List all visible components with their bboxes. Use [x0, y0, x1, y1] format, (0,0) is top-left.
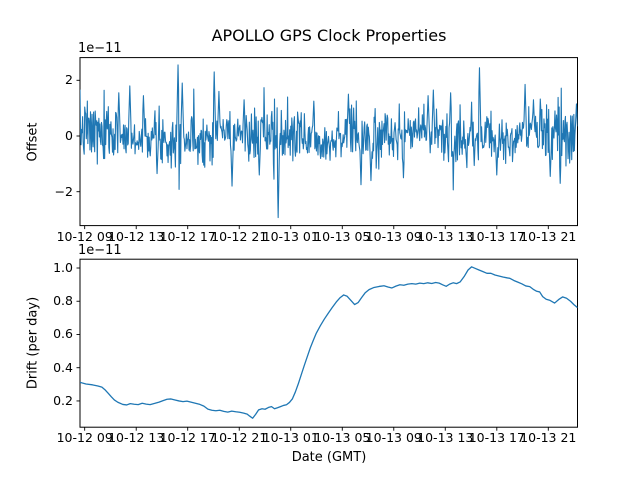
top-y-axis-label: Offset	[25, 122, 41, 162]
bottom-axis-scale-text: 1e−11	[78, 243, 122, 258]
top-xtick-label: 10-13 21	[520, 228, 577, 244]
top-ytick-label: 0	[65, 128, 73, 143]
top-xtick-label: 10-13 01	[262, 228, 319, 244]
bottom-ytick-label: 1.0	[53, 260, 73, 275]
bottom-xtick-label: 10-13 21	[520, 430, 577, 446]
bottom-y-axis-label: Drift (per day)	[25, 296, 41, 390]
top-xtick-label: 10-13 17	[468, 228, 525, 244]
bottom-ytick-label: 0.8	[53, 293, 73, 309]
bottom-xtick-label: 10-13 13	[417, 430, 474, 446]
top-xtick-label: 10-13 09	[365, 228, 422, 244]
bottom-ytick-label: 0.6	[53, 326, 73, 342]
bot-tick-marks	[76, 267, 549, 431]
bottom-xtick-label: 10-13 01	[262, 430, 319, 446]
bottom-xtick-label: 10-12 09	[56, 430, 113, 446]
bottom-xtick-label: 10-13 09	[365, 430, 422, 446]
top-axis-scale-text: 1e−11	[78, 41, 122, 56]
top-ytick-label: −2	[54, 183, 73, 199]
plot-title: APOLLO GPS Clock Properties	[211, 26, 447, 45]
bottom-xtick-label: 10-12 17	[159, 430, 216, 446]
top-xtick-label: 10-12 13	[108, 228, 165, 244]
bottom-xtick-label: 10-12 13	[108, 430, 165, 446]
top-xtick-label: 10-12 17	[159, 228, 216, 244]
drift-series-line	[80, 266, 578, 419]
top-xtick-label: 10-12 21	[211, 228, 268, 244]
bottom-ytick-label: 0.4	[53, 359, 73, 375]
top-tick-marks	[76, 79, 549, 230]
bottom-xtick-label: 10-12 21	[211, 430, 268, 446]
top-ytick-label: 2	[65, 72, 73, 88]
bottom-ytick-label: 0.2	[53, 392, 73, 408]
bottom-xtick-label: 10-13 17	[468, 430, 525, 446]
top-xtick-label: 10-12 09	[56, 228, 113, 244]
top-axes-frame	[79, 57, 578, 227]
bottom-xtick-label: 10-13 05	[314, 430, 371, 446]
x-axis-label: Date (GMT)	[291, 450, 367, 465]
bot-axes-frame	[79, 258, 578, 428]
top-xtick-label: 10-13 05	[314, 228, 371, 244]
top-xtick-label: 10-13 13	[417, 228, 474, 244]
offset-series-line	[80, 64, 578, 219]
